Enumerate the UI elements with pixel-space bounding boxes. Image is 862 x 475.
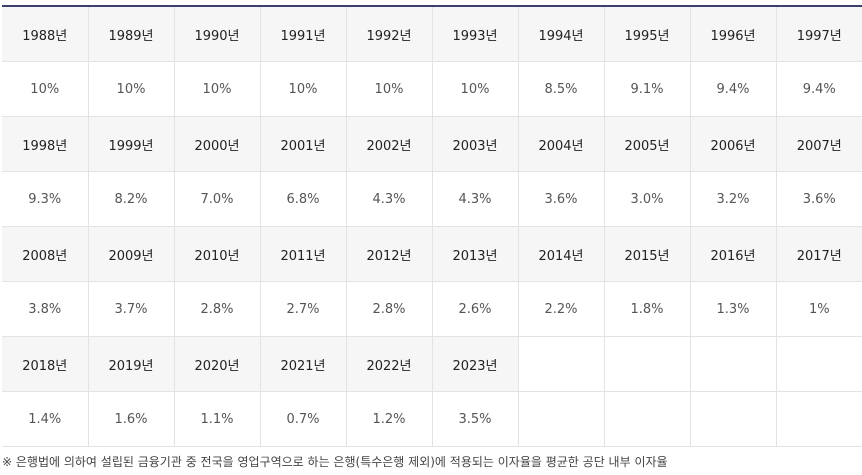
rate-cell: 3.8% (2, 281, 89, 337)
rate-cell: 9.4% (776, 61, 862, 117)
year-cell: 1997년 (776, 6, 862, 62)
rate-cell: 2.7% (260, 281, 347, 337)
year-cell: 2005년 (604, 116, 691, 172)
rate-cell: 3.0% (604, 171, 691, 227)
rate-cell: 9.4% (690, 61, 777, 117)
rate-cell (690, 391, 777, 447)
rate-cell: 3.6% (776, 171, 862, 227)
year-cell: 1994년 (518, 6, 605, 62)
year-cell: 1996년 (690, 6, 777, 62)
rate-cell: 1.1% (174, 391, 261, 447)
rate-cell: 10% (174, 61, 261, 117)
interest-rate-table: 1988년 1989년 1990년 1991년 1992년 1993년 1994년 1995년… (2, 5, 862, 447)
year-cell: 1993년 (432, 6, 519, 62)
year-cell: 2009년 (88, 226, 175, 282)
rate-cell: 10% (88, 61, 175, 117)
year-cell: 1990년 (174, 6, 261, 62)
rate-row: 9.3% 8.2% 7.0% 6.8% 4.3% 4.3% 3.6% 3.0% 3.2% 3.6% (2, 171, 862, 227)
year-cell: 2016년 (690, 226, 777, 282)
rate-cell: 2.8% (346, 281, 433, 337)
year-cell: 1995년 (604, 6, 691, 62)
rate-row: 3.8% 3.7% 2.8% 2.7% 2.8% 2.6% 2.2% 1.8% 1.3% 1% (2, 281, 862, 337)
rate-cell: 1.2% (346, 391, 433, 447)
year-cell: 2004년 (518, 116, 605, 172)
rate-cell: 9.1% (604, 61, 691, 117)
rate-cell: 8.2% (88, 171, 175, 227)
footnote: ※ 은행법에 의하여 설립된 금융기관 중 전국을 영업구역으로 하는 은행(특… (2, 455, 668, 469)
year-cell (776, 336, 862, 392)
rate-cell (776, 391, 862, 447)
rate-cell: 4.3% (346, 171, 433, 227)
year-cell (690, 336, 777, 392)
year-cell: 2023년 (432, 336, 519, 392)
rate-cell: 3.2% (690, 171, 777, 227)
rate-cell: 10% (432, 61, 519, 117)
year-cell: 2013년 (432, 226, 519, 282)
table-body: 1988년 1989년 1990년 1991년 1992년 1993년 1994년 1995년… (2, 6, 862, 447)
year-cell: 2011년 (260, 226, 347, 282)
rate-cell: 1.4% (2, 391, 89, 447)
year-cell: 2006년 (690, 116, 777, 172)
rate-cell: 10% (346, 61, 433, 117)
year-row: 1998년 1999년 2000년 2001년 2002년 2003년 2004년 2005년… (2, 116, 862, 172)
rate-cell: 0.7% (260, 391, 347, 447)
year-cell: 2014년 (518, 226, 605, 282)
rate-cell: 10% (260, 61, 347, 117)
rate-cell: 7.0% (174, 171, 261, 227)
year-cell: 1999년 (88, 116, 175, 172)
rate-cell: 10% (2, 61, 89, 117)
rate-cell: 9.3% (2, 171, 89, 227)
rate-row: 10% 10% 10% 10% 10% 10% 8.5% 9.1% 9.4% 9.4% (2, 61, 862, 117)
rate-cell (604, 391, 691, 447)
rate-cell: 8.5% (518, 61, 605, 117)
rate-row: 1.4% 1.6% 1.1% 0.7% 1.2% 3.5% (2, 391, 862, 447)
year-cell (518, 336, 605, 392)
year-cell: 2012년 (346, 226, 433, 282)
year-cell: 2019년 (88, 336, 175, 392)
year-cell: 2022년 (346, 336, 433, 392)
year-cell: 1989년 (88, 6, 175, 62)
year-cell: 1991년 (260, 6, 347, 62)
rate-cell: 2.2% (518, 281, 605, 337)
rate-cell: 6.8% (260, 171, 347, 227)
rate-cell: 3.7% (88, 281, 175, 337)
year-cell: 2003년 (432, 116, 519, 172)
rate-cell (518, 391, 605, 447)
rate-cell: 1.3% (690, 281, 777, 337)
rate-cell: 1% (776, 281, 862, 337)
year-cell: 1992년 (346, 6, 433, 62)
year-cell: 1998년 (2, 116, 89, 172)
year-cell: 2017년 (776, 226, 862, 282)
year-cell: 1988년 (2, 6, 89, 62)
year-cell: 2000년 (174, 116, 261, 172)
year-cell: 2018년 (2, 336, 89, 392)
year-row: 2008년 2009년 2010년 2011년 2012년 2013년 2014년 2015년… (2, 226, 862, 282)
rate-cell: 2.6% (432, 281, 519, 337)
year-row: 2018년 2019년 2020년 2021년 2022년 2023년 (2, 336, 862, 392)
year-cell: 2001년 (260, 116, 347, 172)
rate-cell: 1.8% (604, 281, 691, 337)
rate-cell: 4.3% (432, 171, 519, 227)
year-cell: 2015년 (604, 226, 691, 282)
year-row: 1988년 1989년 1990년 1991년 1992년 1993년 1994년 1995년… (2, 6, 862, 62)
rate-cell: 3.6% (518, 171, 605, 227)
year-cell: 2002년 (346, 116, 433, 172)
rate-cell: 1.6% (88, 391, 175, 447)
year-cell: 2020년 (174, 336, 261, 392)
year-cell (604, 336, 691, 392)
year-cell: 2008년 (2, 226, 89, 282)
rate-cell: 3.5% (432, 391, 519, 447)
year-cell: 2021년 (260, 336, 347, 392)
year-cell: 2010년 (174, 226, 261, 282)
rate-cell: 2.8% (174, 281, 261, 337)
year-cell: 2007년 (776, 116, 862, 172)
